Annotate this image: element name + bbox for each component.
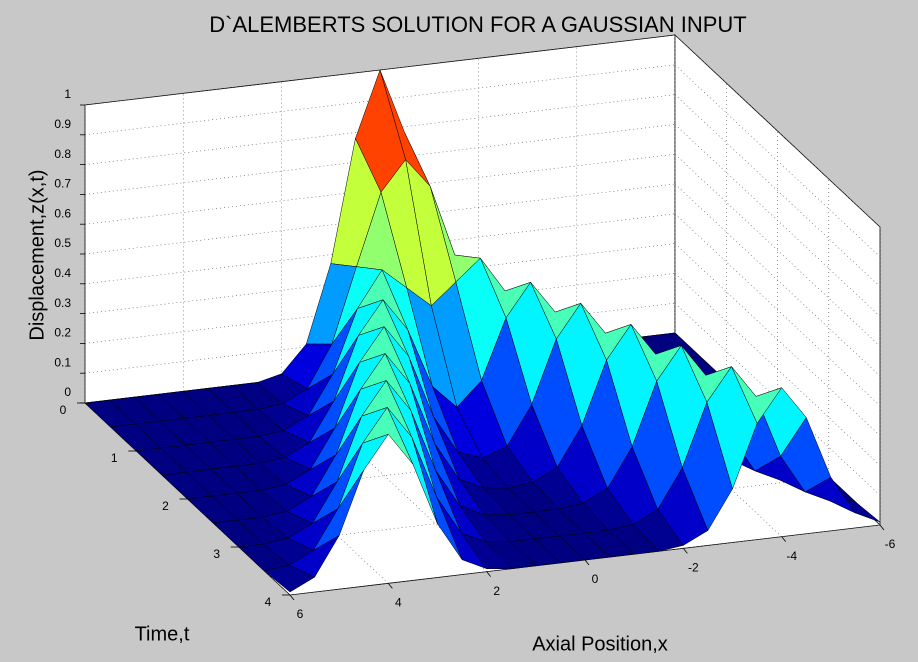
x-tick <box>781 536 786 542</box>
x-tick-label: -2 <box>688 561 699 575</box>
grid-line <box>674 94 881 287</box>
z-tick-label: 0.2 <box>54 326 71 340</box>
x-tick-label: 4 <box>395 596 402 610</box>
grid-line <box>674 273 881 466</box>
grid-line <box>281 379 487 572</box>
grid-line <box>674 124 881 317</box>
chart-title: D`ALEMBERTS SOLUTION FOR A GAUSSIAN INPU… <box>209 12 746 37</box>
x-tick <box>289 594 295 601</box>
x-tick <box>683 548 688 554</box>
z-tick-label: 0.3 <box>54 296 71 310</box>
y-tick-label: 1 <box>111 451 118 465</box>
x-tick <box>486 571 491 577</box>
ticks: -6 -4 -2 0 2 4 6 0 1 2 3 4 0 0.1 0.2 0.3 0.4 0.5 0.6 0.7 0.8… <box>54 87 895 621</box>
x-tick <box>879 524 885 531</box>
grid-line <box>674 183 881 377</box>
z-tick-label: 1 <box>64 87 71 101</box>
grid-line <box>674 153 881 347</box>
y-tick-label: 0 <box>60 403 67 417</box>
x-tick <box>388 583 393 589</box>
grid-line <box>674 34 881 228</box>
y-tick-label: 4 <box>265 595 272 609</box>
z-tick-label: 0.9 <box>54 117 71 131</box>
z-tick-label: 0 <box>64 385 71 399</box>
x-tick-label: 0 <box>592 572 599 586</box>
z-axis-label: Displacement,z(x,t) <box>26 169 48 340</box>
x-tick-label: 6 <box>297 607 304 621</box>
x-tick-label: -4 <box>786 549 797 563</box>
z-tick-label: 0.6 <box>54 206 71 220</box>
grid-line <box>674 243 881 436</box>
x-tick <box>584 559 590 566</box>
y-tick-label: 2 <box>162 499 169 513</box>
x-tick-label: 2 <box>493 584 500 598</box>
surface-patch <box>264 564 315 593</box>
grid-line <box>674 64 881 258</box>
z-tick-label: 0.4 <box>54 266 71 280</box>
y-axis-label: Time,t <box>135 623 190 645</box>
x-tick-label: -6 <box>885 537 896 551</box>
y-tick-label: 3 <box>213 547 220 561</box>
x-axis-label: Axial Position,x <box>532 633 668 655</box>
z-tick-label: 0.7 <box>54 177 71 191</box>
surface <box>84 69 881 593</box>
z-tick-label: 0.5 <box>54 236 71 250</box>
z-tick-label: 0.1 <box>54 355 71 369</box>
z-tick-label: 0.8 <box>54 147 71 161</box>
grid-line <box>674 213 881 407</box>
